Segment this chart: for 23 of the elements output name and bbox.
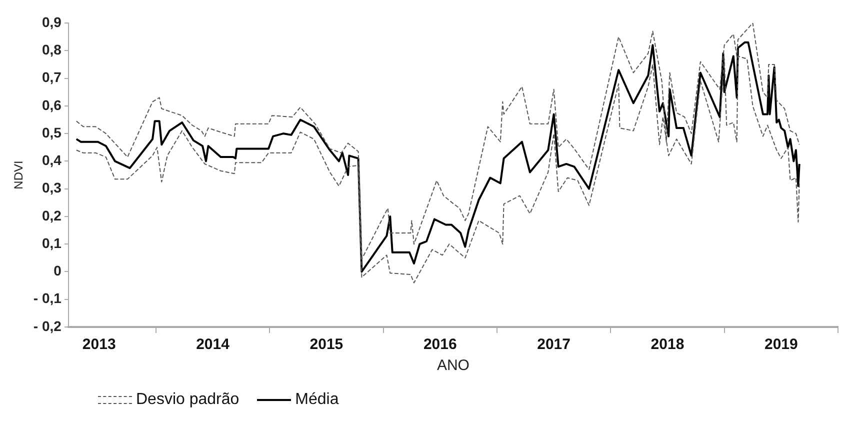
y-tick-label: 0,2	[42, 207, 62, 224]
y-tick-label: - 0,2	[33, 318, 62, 334]
y-tick-label: 0,6	[42, 96, 62, 113]
y-tick-label: 0,4	[42, 152, 62, 168]
y-tick-label: 0,3	[42, 180, 62, 196]
x-tick-label: 2018	[650, 336, 684, 354]
x-tick-label: 2013	[82, 336, 116, 354]
y-tick-label: 0,1	[42, 234, 62, 251]
x-tick-label: 2017	[537, 336, 570, 354]
y-tick-label: 0,7	[42, 69, 62, 86]
x-tick-label: 2019	[764, 336, 798, 354]
y-tick-label: 0,9	[42, 14, 62, 30]
x-tick-label: 2014	[196, 336, 230, 354]
y-tick-label: 0	[54, 262, 62, 279]
x-axis-title: ANO	[436, 357, 470, 374]
y-tick-label: - 0,1	[33, 290, 62, 306]
x-tick-label: 2015	[310, 336, 344, 354]
y-tick-label: 0,5	[42, 124, 62, 140]
x-tick-label: 2016	[423, 336, 457, 354]
y-tick-label: 0,8	[42, 41, 62, 58]
y-axis-title: NDVI	[12, 160, 26, 190]
legend-label: Média	[295, 391, 339, 409]
legend-label: Desvio padrão	[136, 391, 240, 409]
